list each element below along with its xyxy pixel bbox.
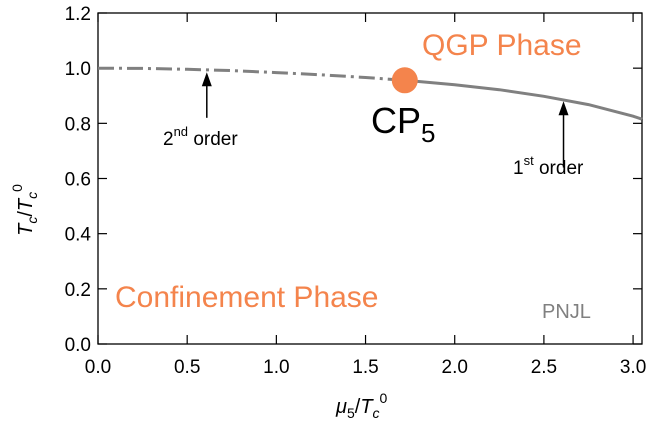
- first-order-label: 1st order: [513, 153, 584, 179]
- second-order-base: 2: [163, 129, 174, 150]
- x-tick-label: 1.5: [352, 357, 378, 378]
- y-title-T1: T: [15, 222, 37, 236]
- y-title-sup0: 0: [9, 184, 25, 192]
- critical-point-marker: [391, 67, 418, 94]
- critical-point-label-main: CP: [371, 100, 421, 141]
- x-tick-label: 0.0: [85, 357, 111, 378]
- second-order-rest: order: [188, 129, 238, 150]
- y-tick-label: 0.2: [65, 280, 91, 301]
- y-title-subc1: c: [24, 217, 40, 224]
- confinement-phase-label: Confinement Phase: [115, 281, 379, 314]
- x-axis-ticks: 0.0 0.5 1.0 1.5 2.0 2.5 3.0: [85, 13, 646, 378]
- y-tick-label: 1.0: [65, 59, 91, 80]
- y-title-subc2: c: [24, 192, 40, 199]
- y-title-slash: /: [15, 211, 37, 217]
- x-axis-title: μ5/Tc0: [335, 390, 388, 421]
- x-title-subc: c: [373, 405, 380, 421]
- x-tick-label: 3.0: [620, 357, 646, 378]
- y-tick-label: 0.4: [65, 225, 92, 246]
- y-tick-label: 0.0: [65, 335, 91, 356]
- y-tick-label: 0.8: [65, 114, 91, 135]
- y-title-T2: T: [15, 197, 37, 211]
- x-title-slash: /: [355, 396, 361, 418]
- x-tick-label: 1.0: [263, 357, 289, 378]
- first-order-rest: order: [534, 158, 584, 179]
- second-order-label: 2nd order: [163, 124, 238, 150]
- x-tick-label: 2.5: [531, 357, 557, 378]
- x-title-sub5: 5: [347, 405, 355, 421]
- second-order-curve: [97, 66, 405, 82]
- y-axis-title: Tc/Tc0: [9, 184, 40, 236]
- y-tick-label: 0.6: [65, 170, 91, 191]
- first-order-arrow-head: [558, 101, 569, 116]
- y-tick-label: 1.2: [65, 4, 91, 25]
- qgp-phase-label: QGP Phase: [422, 29, 582, 62]
- x-title-sup0: 0: [380, 390, 388, 406]
- x-tick-label: 0.5: [174, 357, 200, 378]
- model-label: PNJL: [542, 301, 591, 323]
- first-order-curve: [404, 78, 643, 121]
- critical-point-label-sub: 5: [421, 118, 435, 148]
- y-axis-ticks: 0.0 0.2 0.4 0.6 0.8 1.0 1.2: [65, 4, 642, 356]
- second-order-arrow-head: [201, 72, 212, 87]
- first-order-sup: st: [524, 153, 535, 168]
- second-order-sup: nd: [174, 124, 188, 139]
- x-title-T: T: [360, 396, 374, 418]
- x-tick-label: 2.0: [442, 357, 468, 378]
- critical-point-label: CP5: [371, 100, 435, 148]
- first-order-base: 1: [513, 158, 524, 179]
- x-title-mu: μ: [335, 396, 347, 418]
